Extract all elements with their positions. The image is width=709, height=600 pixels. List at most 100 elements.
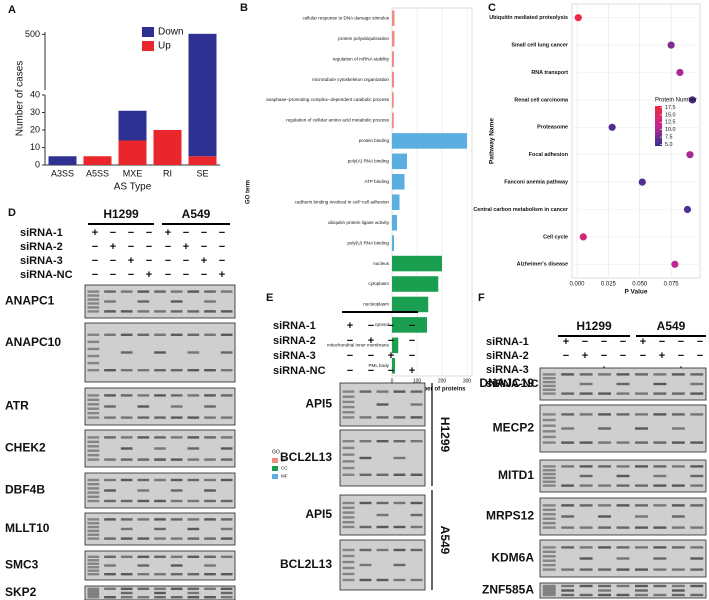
sign: − bbox=[620, 336, 626, 348]
gel-band bbox=[104, 478, 116, 482]
gel-band bbox=[671, 526, 685, 529]
gel-band bbox=[561, 392, 575, 395]
panel-letter: D bbox=[8, 207, 16, 219]
sign: − bbox=[110, 269, 116, 281]
gel-band bbox=[616, 465, 630, 468]
y-tick-label: ATP binding bbox=[364, 179, 389, 184]
gel-band bbox=[104, 573, 116, 576]
gel-band bbox=[170, 458, 183, 461]
gel-band bbox=[187, 458, 200, 461]
gel-band bbox=[542, 568, 556, 571]
gel-band bbox=[104, 290, 116, 293]
sign: + bbox=[165, 227, 171, 239]
gel-band bbox=[187, 596, 200, 599]
gel-band bbox=[653, 546, 667, 549]
point bbox=[671, 260, 679, 268]
gel-band bbox=[671, 589, 685, 592]
x-tick-label: MXE bbox=[123, 168, 143, 178]
gel-band bbox=[87, 290, 100, 293]
gel-band bbox=[690, 373, 704, 376]
sign: − bbox=[183, 255, 189, 267]
gel-band bbox=[671, 441, 685, 444]
gel-band bbox=[204, 573, 216, 576]
gel-band bbox=[634, 593, 648, 597]
gel-band bbox=[137, 310, 150, 313]
gel-band bbox=[154, 310, 166, 313]
gel-band bbox=[154, 596, 166, 599]
gel-band bbox=[542, 563, 556, 567]
gel-band bbox=[542, 430, 556, 433]
gene-label: KDM6A bbox=[491, 551, 534, 565]
gel-band bbox=[204, 394, 216, 397]
gel-band bbox=[690, 557, 704, 560]
gel-band bbox=[120, 290, 133, 293]
gel-band bbox=[154, 587, 166, 590]
gel-band bbox=[87, 445, 100, 448]
y-tick-label: microtubule cytoskeleton organization bbox=[312, 77, 389, 82]
sign: + bbox=[92, 227, 98, 239]
gel-band bbox=[170, 333, 183, 336]
gel-band bbox=[137, 333, 150, 336]
gel-band bbox=[561, 413, 575, 416]
gel-band bbox=[579, 382, 593, 386]
gel-band bbox=[342, 446, 355, 450]
point bbox=[686, 151, 694, 159]
gel-band bbox=[170, 518, 183, 521]
gel-band bbox=[342, 440, 355, 443]
gel-band bbox=[393, 501, 406, 505]
gel-band bbox=[342, 516, 355, 519]
gel-band bbox=[342, 416, 355, 419]
gel-band bbox=[634, 584, 648, 588]
gel-band bbox=[616, 474, 630, 478]
cell-line-label: A549 bbox=[182, 207, 211, 221]
gel-band bbox=[170, 416, 183, 419]
gel-band bbox=[87, 592, 100, 596]
gel-band bbox=[220, 351, 233, 354]
bar bbox=[392, 337, 399, 354]
gel-band bbox=[653, 526, 667, 529]
gel-band bbox=[359, 456, 372, 460]
gel-band bbox=[87, 518, 100, 521]
gel-band bbox=[342, 521, 355, 524]
gel-band bbox=[87, 407, 100, 410]
gel-band bbox=[87, 529, 100, 533]
gel-band bbox=[187, 290, 200, 293]
gel-band bbox=[120, 573, 133, 576]
gel-band bbox=[87, 569, 100, 572]
sign: + bbox=[146, 269, 152, 281]
gel-band bbox=[137, 290, 150, 293]
gel-band bbox=[690, 392, 704, 395]
gel-band bbox=[542, 526, 556, 529]
gel-band bbox=[376, 473, 389, 476]
gel-band bbox=[671, 373, 685, 376]
legend-label: CC bbox=[281, 466, 288, 471]
gel-band bbox=[653, 474, 667, 478]
y-tick-label: poly(U) RNA binding bbox=[347, 240, 389, 245]
gel-band bbox=[616, 504, 630, 507]
x-tick-label: 0.025 bbox=[601, 282, 617, 288]
y-tick-label: cytoplasm bbox=[368, 281, 389, 286]
gel-band bbox=[187, 555, 200, 558]
gel-band bbox=[616, 593, 630, 597]
cell-line-label: H1299 bbox=[576, 319, 612, 333]
y-tick-label: nucleus bbox=[373, 261, 390, 266]
gel-band bbox=[220, 527, 233, 531]
gel-band bbox=[561, 584, 575, 588]
gel-band bbox=[342, 566, 355, 570]
y-tick-label: PML body bbox=[368, 363, 389, 368]
y-tick-label: Fanconi anemia pathway bbox=[504, 180, 568, 186]
gel-band bbox=[154, 591, 166, 595]
x-tick-label: 0.050 bbox=[632, 282, 648, 288]
gel-band bbox=[690, 465, 704, 468]
gel-band bbox=[104, 489, 116, 492]
gel-band bbox=[204, 499, 216, 503]
gel-band bbox=[87, 298, 100, 301]
point bbox=[688, 96, 697, 104]
y-tick-label: ubiquitin protein ligase activity bbox=[328, 220, 390, 225]
gel-band bbox=[342, 390, 355, 393]
sign: − bbox=[601, 336, 607, 348]
gel-band bbox=[410, 390, 423, 393]
y-tick-label: 20 bbox=[30, 124, 40, 134]
gel-band bbox=[187, 369, 200, 372]
gel-band bbox=[154, 518, 166, 521]
